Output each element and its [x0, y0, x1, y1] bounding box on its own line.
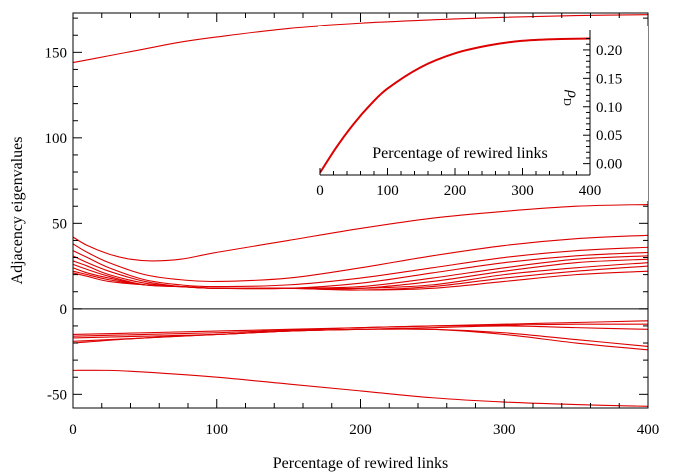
x-tick-label: 100 — [206, 422, 229, 438]
y-tick-label: 0 — [60, 302, 68, 318]
y-tick-label: -50 — [47, 387, 67, 403]
main-series-line-14 — [72, 328, 649, 347]
main-series-line-10 — [72, 270, 649, 291]
inset-background — [318, 26, 648, 201]
main-plot: 0 100 200 300 400 -50 0 50 100 150 Percentage of … — [9, 12, 660, 472]
main-ticks-group — [72, 13, 649, 408]
inset-ticks-group — [319, 38, 591, 175]
inset-y-axis-label-symbol: ρ — [564, 89, 581, 98]
main-series-line-16 — [72, 369, 649, 407]
inset-x-tick-label: 400 — [579, 183, 602, 199]
inset-x-tick-label: 100 — [376, 183, 399, 199]
x-axis-label: Percentage of rewired links — [273, 455, 448, 472]
inset-y-axis-label-subscript: D — [561, 98, 573, 106]
main-series-line-2 — [72, 203, 649, 262]
inset-y-tick-label: 0.20 — [596, 43, 622, 59]
y-axis-label: Adjacency eigenvalues — [9, 137, 26, 285]
x-tick-label: 400 — [637, 422, 660, 438]
main-series-line-4 — [72, 246, 649, 288]
inset-y-axis-label: ρD — [561, 89, 581, 106]
y-tick-label: 100 — [45, 131, 68, 147]
inset-x-tick-label: 300 — [511, 183, 534, 199]
main-series-line-5 — [72, 251, 649, 290]
inset-plot: 0 100 200 300 400 0.00 0.05 0.10 0.15 0.20 Percen… — [316, 26, 648, 201]
y-tick-label: 50 — [52, 216, 67, 232]
inset-x-axis-label: Percentage of rewired links — [372, 145, 547, 162]
x-tick-label: 300 — [493, 422, 516, 438]
main-series-line-12 — [72, 323, 649, 336]
main-series-line-15 — [72, 328, 649, 351]
x-tick-label: 0 — [69, 422, 77, 438]
inset-y-tick-label: 0.05 — [596, 128, 622, 144]
main-series-line-3 — [72, 234, 649, 283]
main-series-line-11 — [72, 320, 649, 337]
inset-y-tick-label: 0.10 — [596, 100, 622, 116]
inset-x-tick-label: 0 — [316, 183, 324, 199]
main-series-group — [72, 14, 649, 407]
x-tick-label: 200 — [349, 422, 372, 438]
inset-series-group — [319, 37, 591, 174]
inset-series-line-1 — [319, 37, 591, 174]
y-tick-label: 150 — [45, 45, 68, 61]
inset-y-tick-label: 0.00 — [596, 157, 622, 173]
inset-x-tick-label: 200 — [444, 183, 467, 199]
inset-y-tick-label: 0.15 — [596, 71, 622, 87]
main-tick-labels-group: 0 100 200 300 400 -50 0 50 100 150 — [45, 45, 660, 438]
inset-tick-labels-group: 0 100 200 300 400 0.00 0.05 0.10 0.15 0.20 — [316, 43, 622, 199]
main-series-line-1 — [72, 14, 649, 64]
